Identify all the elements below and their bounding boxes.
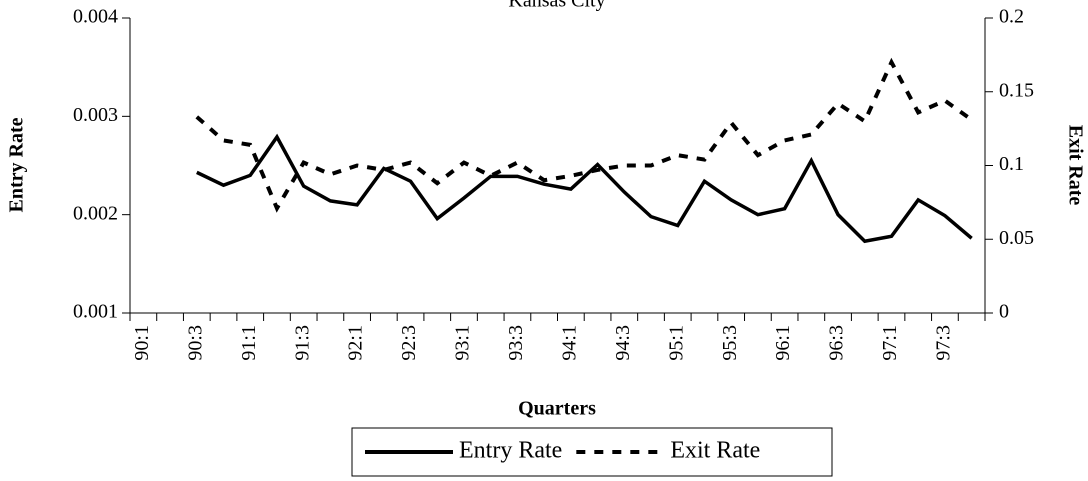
y2-axis-label: Exit Rate xyxy=(1064,125,1086,206)
x-tick-label: 94:3 xyxy=(612,325,634,361)
x-tick-label: 94:1 xyxy=(558,325,580,361)
y2-tick-label: 0.1 xyxy=(999,153,1024,175)
x-tick-label: 95:1 xyxy=(665,325,687,361)
y-tick-label: 0.003 xyxy=(73,104,118,126)
x-tick-label: 96:1 xyxy=(772,325,794,361)
x-tick-label: 93:1 xyxy=(452,325,474,361)
x-tick-label: 97:1 xyxy=(879,325,901,361)
legend-label: Exit Rate xyxy=(670,438,760,464)
x-tick-label: 92:3 xyxy=(398,325,420,361)
y2-tick-label: 0.2 xyxy=(999,6,1024,28)
legend: Entry Rate Exit Rate xyxy=(351,427,833,477)
x-tick-label: 90:1 xyxy=(131,325,153,361)
x-axis-label: Quarters xyxy=(518,398,596,420)
series-line xyxy=(195,57,973,213)
x-tick-label: 91:3 xyxy=(291,325,313,361)
y2-tick-label: 0.15 xyxy=(999,79,1034,101)
y2-tick-label: 0 xyxy=(999,301,1009,323)
x-tick-label: 95:3 xyxy=(719,325,741,361)
x-tick-label: 90:3 xyxy=(184,325,206,361)
y-tick-label: 0.001 xyxy=(73,301,118,323)
chart-title: Kansas City xyxy=(508,0,605,12)
y-tick-label: 0.002 xyxy=(73,202,118,224)
y-tick-label: 0.004 xyxy=(73,6,118,28)
x-tick-label: 96:3 xyxy=(826,325,848,361)
legend-label: Entry Rate xyxy=(459,438,562,464)
series-line xyxy=(196,133,973,244)
x-tick-label: 93:3 xyxy=(505,325,527,361)
x-tick-label: 97:3 xyxy=(933,325,955,361)
x-tick-label: 91:1 xyxy=(238,325,260,361)
x-tick-label: 92:1 xyxy=(345,325,367,361)
y2-tick-label: 0.05 xyxy=(999,227,1034,249)
y-axis-label: Entry Rate xyxy=(6,117,28,212)
